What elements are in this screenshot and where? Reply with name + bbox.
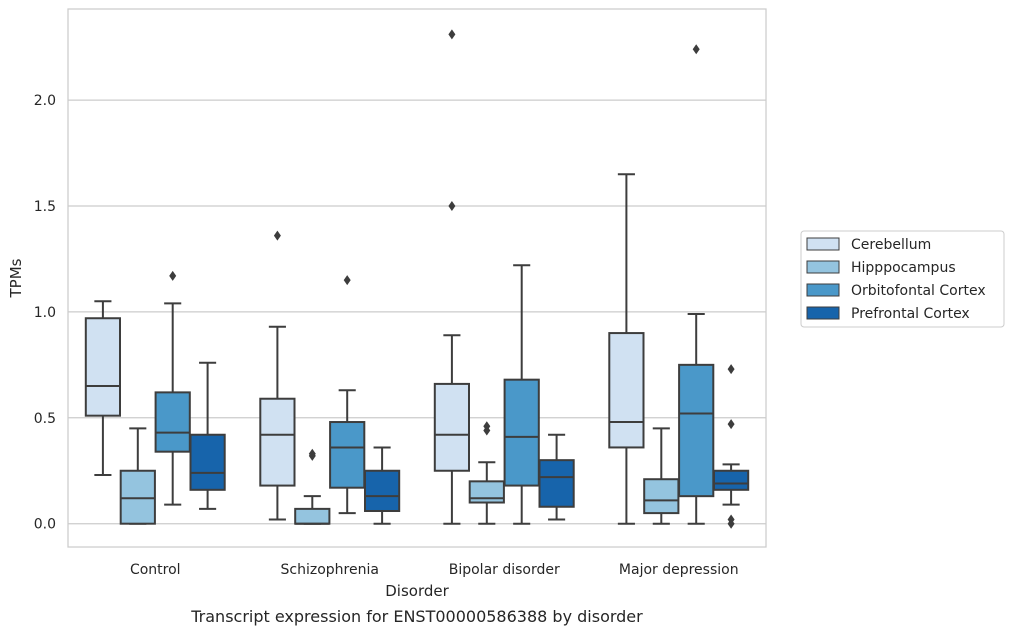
legend-label: Orbitofontal Cortex — [851, 283, 986, 299]
outlier-point — [448, 29, 456, 40]
box-prefrontal-cortex — [538, 433, 575, 521]
box-orbitofontal-cortex — [503, 264, 540, 525]
legend-label: Prefrontal Cortex — [851, 306, 970, 322]
box-hipppocampus — [294, 448, 331, 525]
y-axis-title: TPMs — [7, 258, 25, 298]
plot-frame — [67, 8, 767, 548]
box-cerebellum — [84, 300, 122, 476]
box-orbitofontal-cortex — [154, 270, 191, 506]
x-axis-title: Disorder — [385, 582, 449, 600]
axis-ticks: 0.0 0.5 1.0 1.5 2.0 Control Schizophrenia Bipol… — [34, 93, 739, 578]
legend-label: Cerebellum — [851, 237, 931, 253]
box-body — [712, 469, 750, 491]
legend-swatch — [806, 306, 840, 320]
box-body — [259, 397, 296, 487]
box-cerebellum — [608, 173, 645, 525]
y-tick-label: 0.5 — [34, 411, 56, 427]
box-orbitofontal-cortex — [329, 275, 366, 515]
box-body — [154, 391, 191, 453]
legend: Cerebellum Hipppocampus Orbitofontal Corte… — [800, 230, 1005, 328]
box-body — [538, 459, 575, 508]
box-hipppocampus — [468, 421, 505, 525]
outlier-point — [448, 200, 456, 211]
box-prefrontal-cortex — [712, 364, 750, 529]
box-body — [678, 363, 715, 498]
box-prefrontal-cortex — [363, 446, 401, 525]
chart-caption: Transcript expression for ENST0000058638… — [190, 607, 643, 626]
outlier-point — [273, 230, 281, 241]
category-group — [84, 270, 226, 525]
outlier-point — [727, 419, 735, 430]
x-tick-label: Schizophrenia — [281, 562, 379, 578]
box-body — [119, 469, 156, 525]
outlier-point — [692, 44, 700, 55]
y-tick-label: 0.0 — [34, 517, 56, 533]
box-prefrontal-cortex — [189, 361, 226, 510]
box-groups — [84, 29, 750, 529]
x-tick-label: Major depression — [619, 562, 739, 578]
outlier-point — [483, 421, 491, 432]
box-cerebellum — [433, 29, 471, 525]
box-body — [433, 382, 471, 472]
category-group — [259, 230, 401, 525]
outlier-point — [343, 275, 351, 286]
legend-frame — [800, 230, 1005, 328]
legend-swatch — [806, 260, 840, 274]
outlier-point — [169, 270, 177, 281]
box-body — [294, 507, 331, 525]
box-body — [468, 480, 505, 504]
box-body — [643, 478, 680, 515]
box-body — [608, 332, 645, 449]
box-orbitofontal-cortex — [678, 44, 715, 525]
box-body — [363, 469, 401, 512]
y-tick-label: 1.0 — [34, 305, 56, 321]
legend-swatch — [806, 237, 840, 251]
box-body — [84, 317, 122, 417]
x-tick-label: Bipolar disorder — [449, 562, 560, 578]
legend-swatch — [806, 283, 840, 297]
box-body — [189, 433, 226, 491]
outlier-point — [727, 364, 735, 375]
x-tick-label: Control — [130, 562, 181, 578]
outlier-point — [308, 448, 316, 459]
box-hipppocampus — [119, 427, 156, 525]
category-group — [433, 29, 575, 525]
outlier-point — [727, 518, 735, 529]
legend-label: Hipppocampus — [851, 260, 956, 276]
box-body — [329, 421, 366, 489]
box-cerebellum — [259, 230, 296, 521]
category-group — [608, 44, 750, 529]
y-tick-label: 2.0 — [34, 93, 56, 109]
box-body — [503, 378, 540, 487]
y-tick-label: 1.5 — [34, 199, 56, 215]
